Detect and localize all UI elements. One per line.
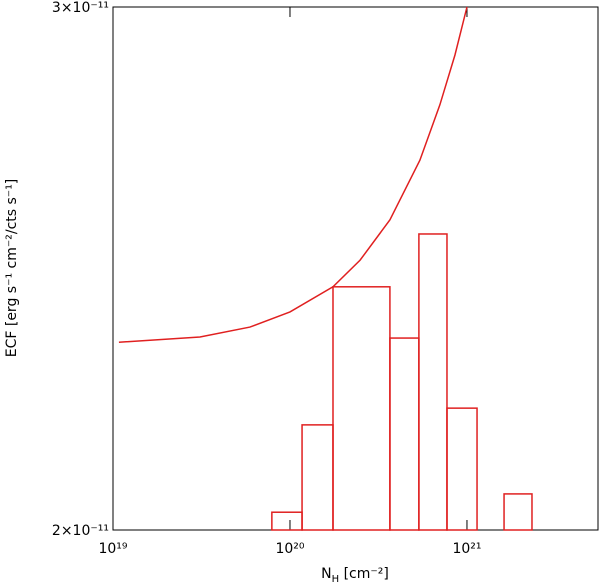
x-label-unit: [cm⁻²]: [339, 566, 389, 582]
y-tick-label: 2×10⁻¹¹: [52, 523, 109, 539]
ecf-curve: [118, 6, 468, 343]
y-tick-label: 3×10⁻¹¹: [52, 0, 109, 16]
histogram-bar: [301, 424, 334, 531]
histogram-bar: [418, 233, 448, 531]
x-tick-label: 10¹⁹: [98, 541, 127, 557]
x-label-main: N: [321, 566, 331, 582]
x-axis-label: NH [cm⁻²]: [321, 566, 389, 585]
x-tick-label: 10²⁰: [275, 541, 304, 557]
x-tick-label: 10²¹: [452, 541, 481, 557]
histogram-bar: [332, 286, 391, 531]
histogram-bar: [503, 493, 533, 531]
histogram-bar: [271, 511, 303, 531]
plot-frame: [112, 6, 599, 531]
histogram-bar: [389, 337, 420, 531]
y-axis-label: ECF [erg s⁻¹ cm⁻²/cts s⁻¹]: [4, 179, 20, 358]
histogram-bar: [446, 407, 478, 531]
x-label-sub: H: [332, 574, 340, 585]
